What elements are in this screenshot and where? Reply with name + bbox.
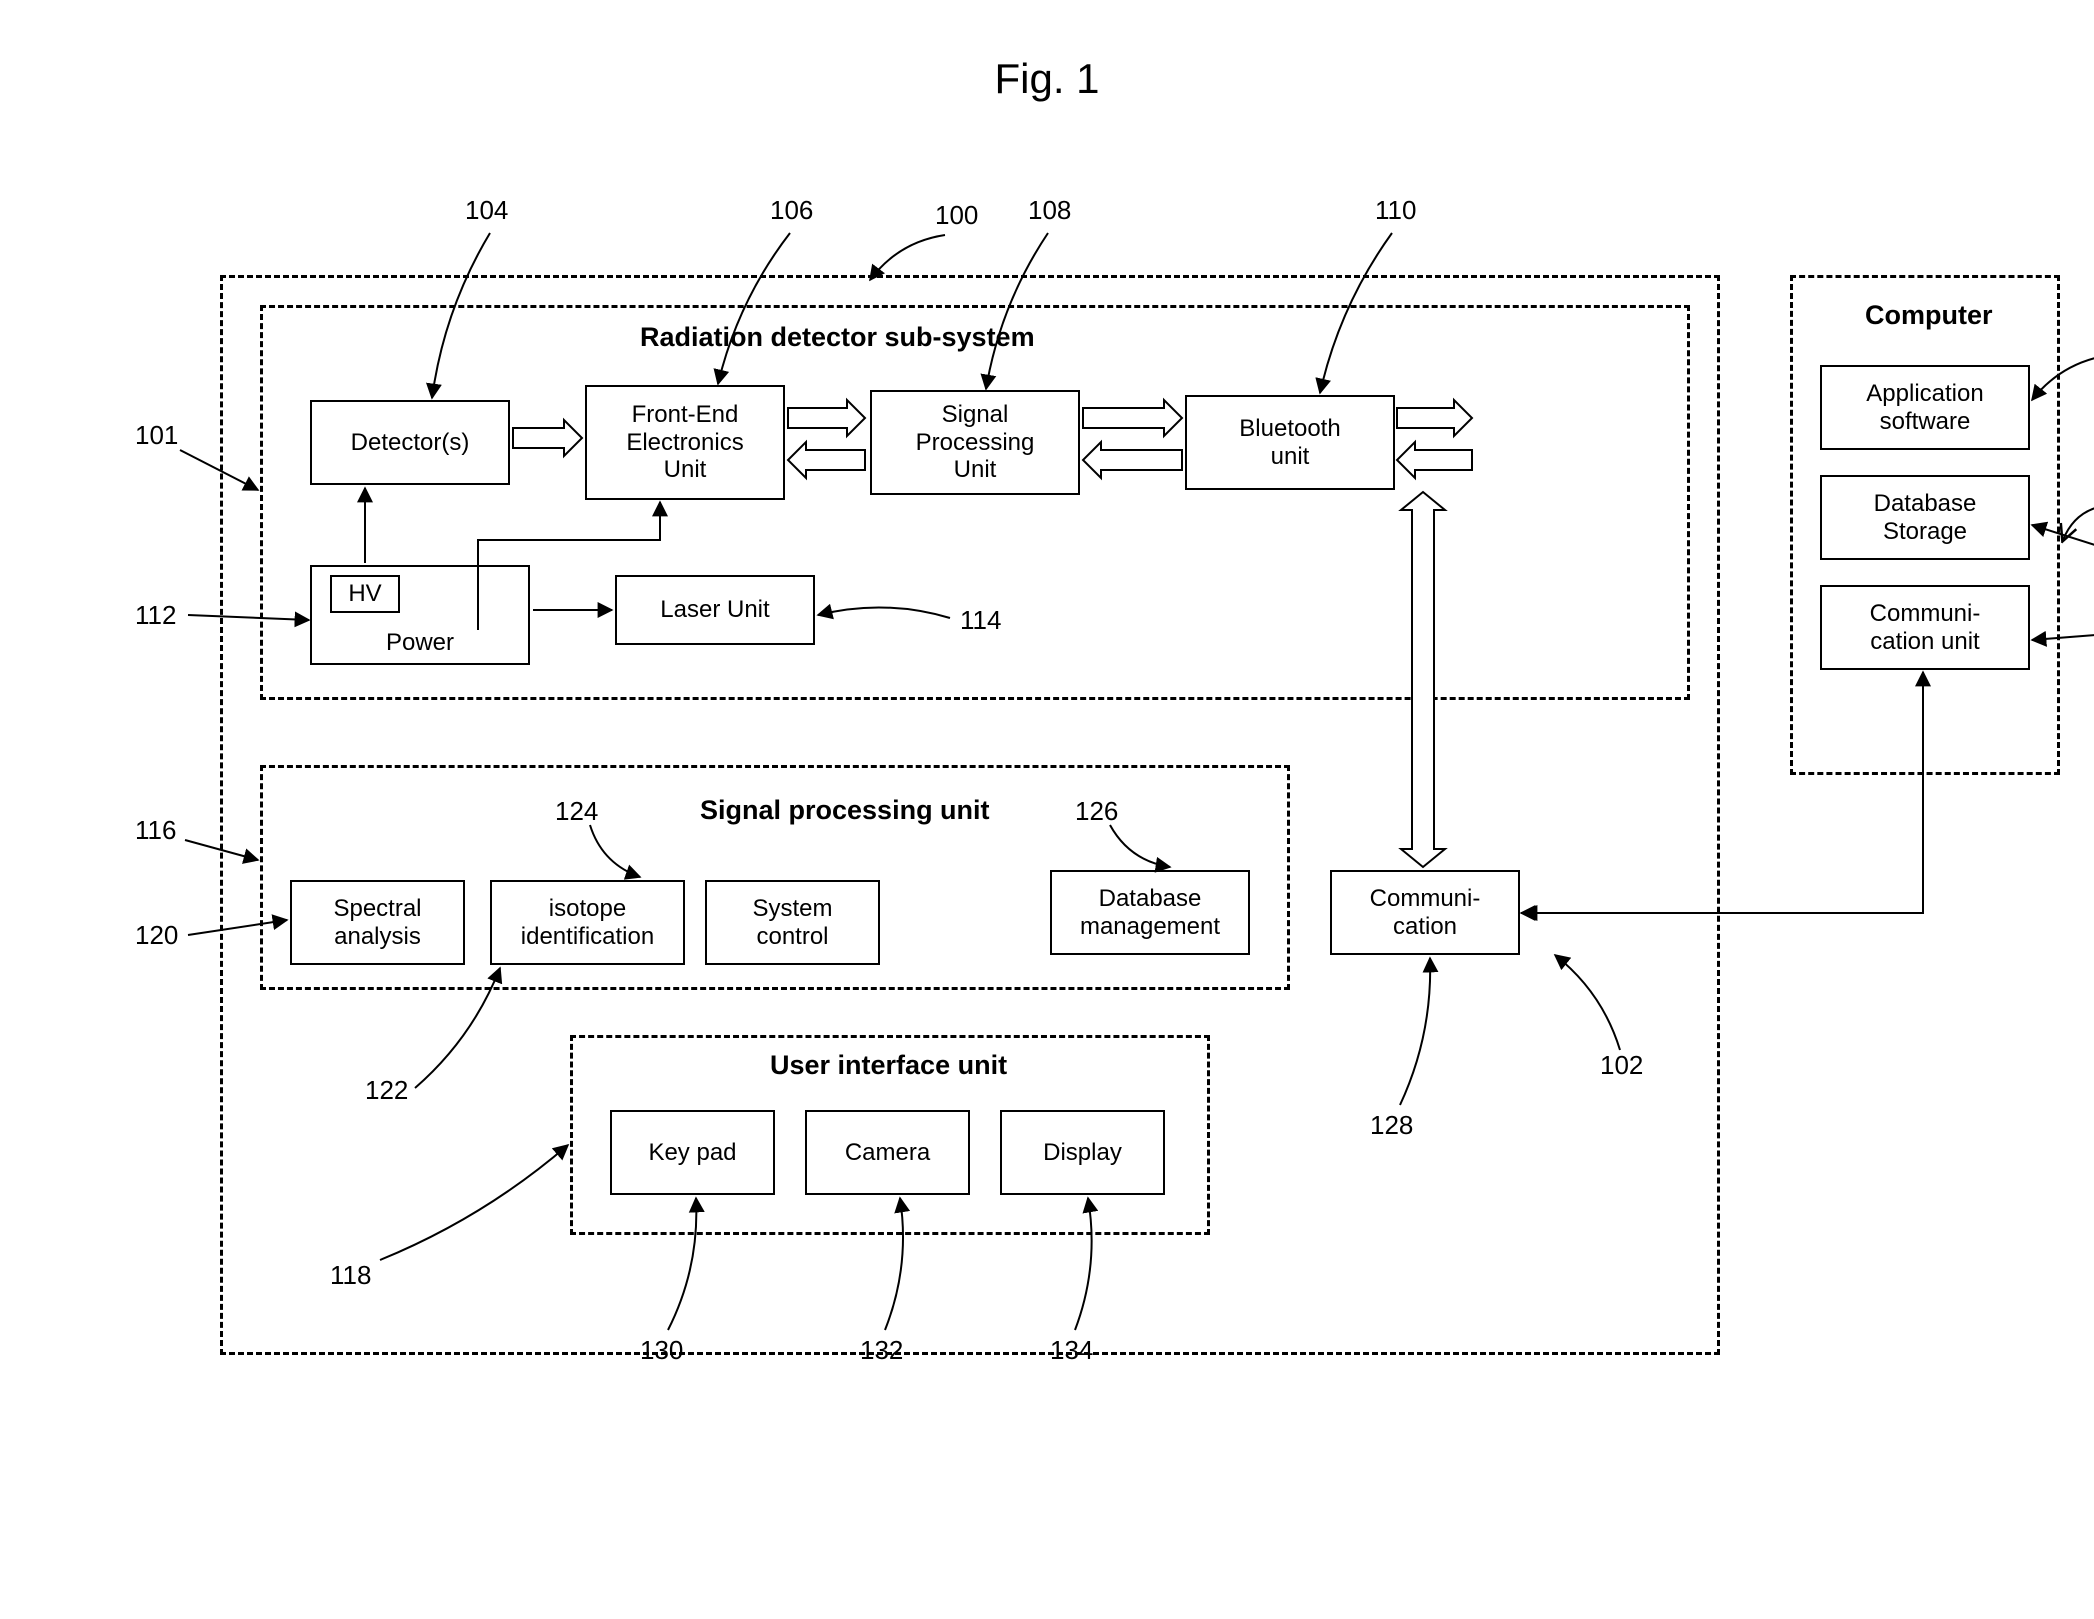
callout-112: 112 <box>135 600 176 631</box>
block-keypad: Key pad <box>610 1110 775 1195</box>
callout-106: 106 <box>770 195 813 226</box>
callout-101: 101 <box>135 420 178 451</box>
block-communication: Communi- cation <box>1330 870 1520 955</box>
callout-102: 102 <box>1600 1050 1643 1081</box>
callout-134: 134 <box>1050 1335 1093 1366</box>
block-isotope: isotope identification <box>490 880 685 965</box>
callout-116: 116 <box>135 815 176 846</box>
callout-126: 126 <box>1075 796 1118 827</box>
block-hv: HV <box>330 575 400 613</box>
block-frontend: Front-End Electronics Unit <box>585 385 785 500</box>
diagram-canvas: Fig. 1 Radiation detector sub-system Detec… <box>0 0 2094 1619</box>
callout-132: 132 <box>860 1335 903 1366</box>
callout-100: 100 <box>935 200 978 231</box>
radiation-title: Radiation detector sub-system <box>640 322 1035 353</box>
callout-108: 108 <box>1028 195 1071 226</box>
ui-title: User interface unit <box>770 1050 1007 1081</box>
block-display: Display <box>1000 1110 1165 1195</box>
callout-114: 114 <box>960 605 1001 636</box>
block-bluetooth: Bluetooth unit <box>1185 395 1395 490</box>
block-signal: Signal Processing Unit <box>870 390 1080 495</box>
block-detector: Detector(s) <box>310 400 510 485</box>
block-camera: Camera <box>805 1110 970 1195</box>
computer-title: Computer <box>1865 300 1993 331</box>
block-control: System control <box>705 880 880 965</box>
callout-110: 110 <box>1375 195 1416 226</box>
processing-title: Signal processing unit <box>700 795 990 826</box>
block-laser: Laser Unit <box>615 575 815 645</box>
callout-128: 128 <box>1370 1110 1413 1141</box>
block-computer-app: Application software <box>1820 365 2030 450</box>
block-spectral: Spectral analysis <box>290 880 465 965</box>
callout-124: 124 <box>555 796 598 827</box>
callout-104: 104 <box>465 195 508 226</box>
block-computer-commu: Communi- cation unit <box>1820 585 2030 670</box>
block-database: Database management <box>1050 870 1250 955</box>
callout-118: 118 <box>330 1260 371 1291</box>
callout-130: 130 <box>640 1335 683 1366</box>
callout-122: 122 <box>365 1075 408 1106</box>
callout-120: 120 <box>135 920 178 951</box>
block-computer-db: Database Storage <box>1820 475 2030 560</box>
figure-title: Fig. 1 <box>994 55 1099 103</box>
